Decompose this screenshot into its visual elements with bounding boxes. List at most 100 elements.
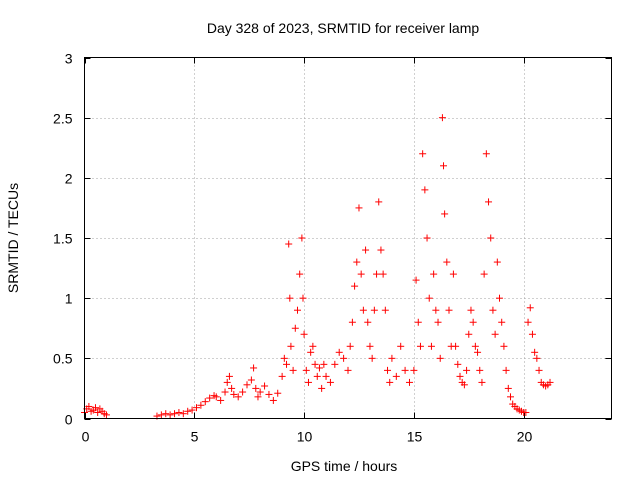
data-point <box>370 306 378 314</box>
y-axis-label: SRMTID / TECUs <box>5 183 21 293</box>
x-tick-label: 15 <box>407 429 423 445</box>
data-point <box>225 372 233 380</box>
data-point <box>285 240 293 248</box>
data-point <box>445 306 453 314</box>
data-point <box>364 318 372 326</box>
data-point <box>239 388 247 396</box>
data-point <box>357 270 365 278</box>
data-point <box>254 393 262 401</box>
data-point <box>286 294 294 302</box>
data-point <box>430 270 438 278</box>
data-point <box>223 378 231 386</box>
data-point <box>456 372 464 380</box>
data-point <box>487 234 495 242</box>
data-point <box>302 366 310 374</box>
data-point <box>373 270 381 278</box>
y-tick-label: 2 <box>65 171 73 187</box>
data-point <box>535 366 543 374</box>
data-point <box>414 318 422 326</box>
y-tick-label: 0.5 <box>53 351 73 367</box>
data-point <box>375 198 383 206</box>
data-point <box>102 411 110 419</box>
data-point <box>166 411 174 419</box>
data-point <box>476 366 484 374</box>
data-point <box>326 378 334 386</box>
data-point <box>206 394 214 402</box>
x-tick-label: 0 <box>82 429 90 445</box>
data-point <box>274 389 282 397</box>
data-point <box>412 276 420 284</box>
data-point <box>392 372 400 380</box>
data-point <box>423 234 431 242</box>
data-point <box>496 294 504 302</box>
data-point <box>315 364 323 372</box>
data-point <box>463 366 471 374</box>
data-point <box>250 364 258 372</box>
data-point <box>289 366 297 374</box>
data-point <box>256 388 264 396</box>
data-point <box>340 354 348 362</box>
data-point <box>157 411 165 419</box>
data-point <box>449 270 457 278</box>
data-point <box>296 270 304 278</box>
axis-ticks: 0 0.5 1 1.5 2 2.5 3 0 5 10 15 20 <box>53 51 612 445</box>
y-tick-label: 1 <box>65 291 73 307</box>
data-point <box>546 378 554 386</box>
data-point <box>384 366 392 374</box>
y-tick-label: 1.5 <box>53 231 73 247</box>
data-point <box>353 258 361 266</box>
data-point <box>331 360 339 368</box>
data-point <box>344 366 352 374</box>
data-point <box>171 410 179 418</box>
data-point <box>299 294 307 302</box>
data-point <box>469 318 477 326</box>
data-point <box>386 378 394 386</box>
data-point <box>502 366 510 374</box>
data-point <box>482 150 490 158</box>
data-point <box>184 407 192 415</box>
data-point <box>454 360 462 368</box>
data-point <box>85 402 93 410</box>
x-axis-label: GPS time / hours <box>291 458 398 474</box>
data-point <box>362 246 370 254</box>
data-point <box>416 342 424 350</box>
data-point <box>480 270 488 278</box>
data-point <box>228 384 236 392</box>
data-point <box>452 342 460 350</box>
data-point <box>531 348 539 356</box>
data-point <box>491 330 499 338</box>
y-tick-label: 2.5 <box>53 111 73 127</box>
data-point <box>346 342 354 350</box>
data-point <box>506 393 514 401</box>
data-point <box>162 410 170 418</box>
data-point <box>440 162 448 170</box>
data-point <box>300 330 308 338</box>
data-point <box>322 372 330 380</box>
plot-frame <box>84 57 612 419</box>
data-point <box>504 384 512 392</box>
data-point <box>438 114 446 122</box>
data-point <box>265 390 273 398</box>
data-point <box>221 388 229 396</box>
data-point <box>485 198 493 206</box>
data-point <box>474 348 482 356</box>
data-point <box>230 390 238 398</box>
data-point <box>318 384 326 392</box>
y-tick-label: 3 <box>65 51 73 67</box>
data-point <box>351 282 359 290</box>
data-point <box>261 382 269 390</box>
data-point <box>335 348 343 356</box>
data-point <box>278 372 286 380</box>
data-point <box>217 396 225 404</box>
data-point <box>467 306 475 314</box>
data-point <box>388 354 396 362</box>
data-point <box>522 408 530 416</box>
data-point <box>355 204 363 212</box>
data-point <box>381 306 389 314</box>
grid <box>84 57 612 419</box>
x-tick-label: 10 <box>297 429 313 445</box>
data-point <box>188 406 196 414</box>
data-point <box>252 384 260 392</box>
data-point <box>291 324 299 332</box>
